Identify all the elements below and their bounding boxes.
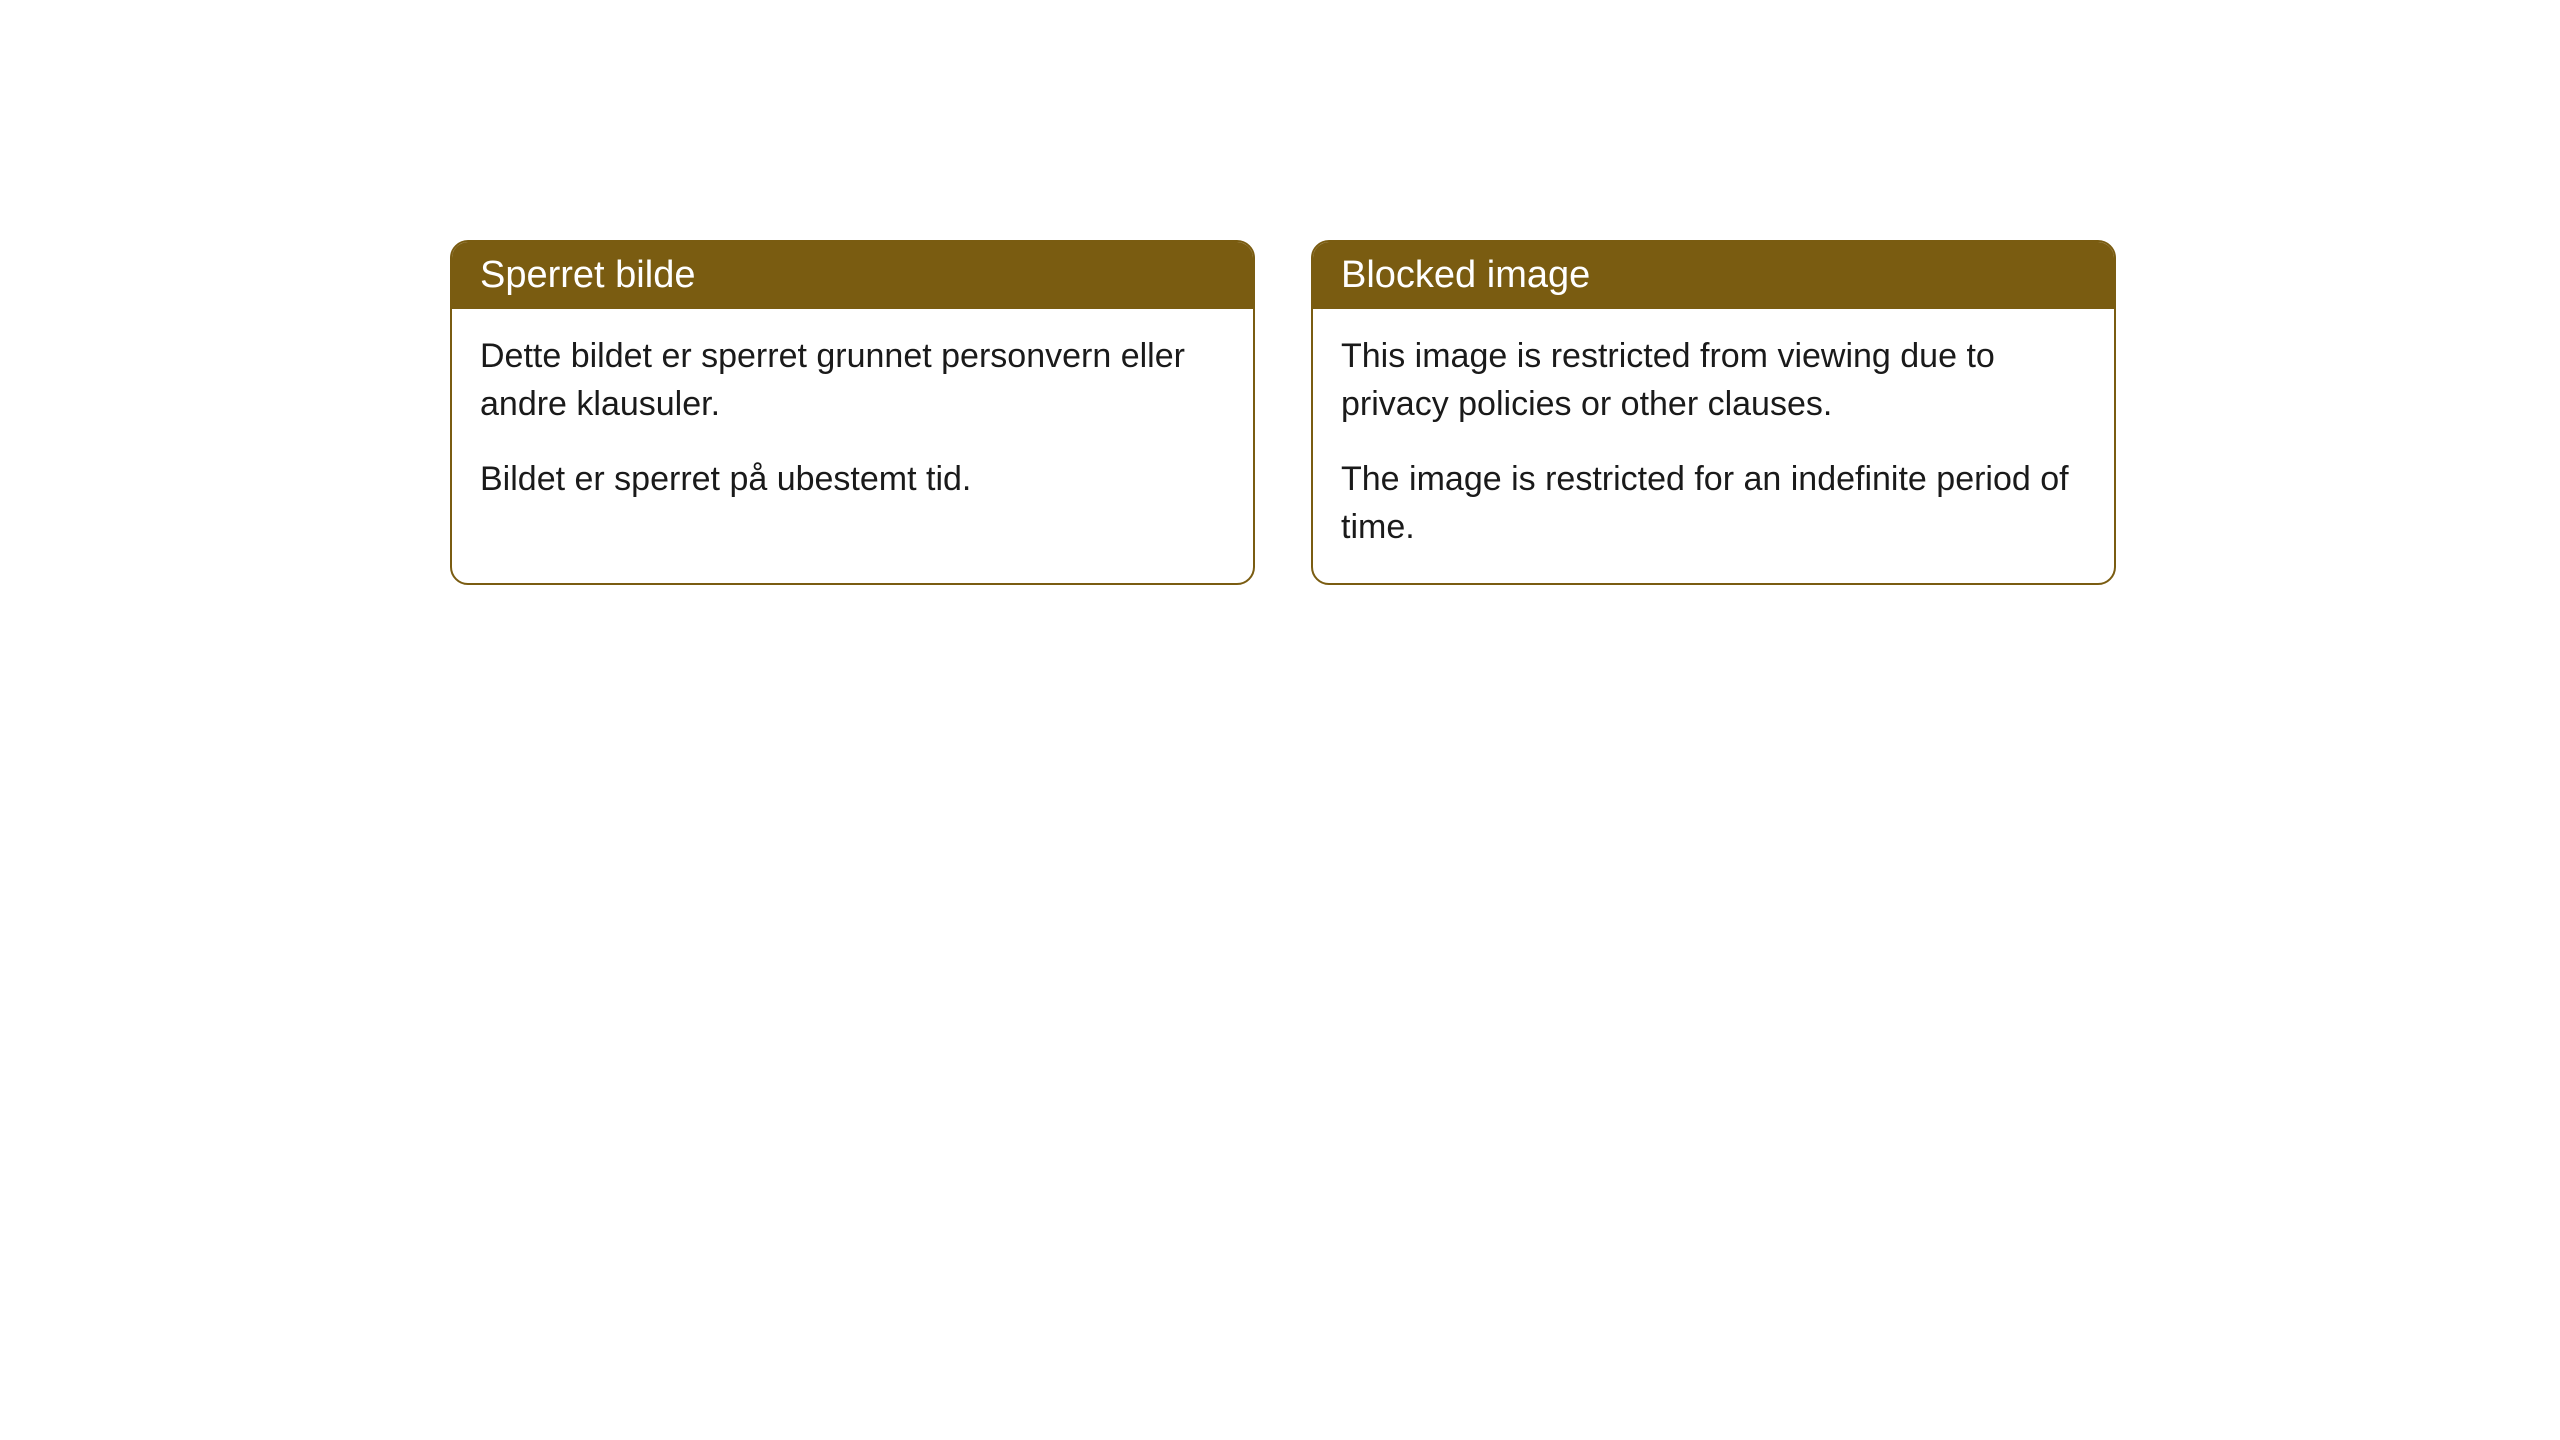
blocked-image-card-norwegian: Sperret bilde Dette bildet er sperret gr… xyxy=(450,240,1255,585)
card-body-english: This image is restricted from viewing du… xyxy=(1313,309,2114,583)
card-title: Sperret bilde xyxy=(480,254,695,296)
card-paragraph-2: Bildet er sperret på ubestemt tid. xyxy=(480,456,1225,504)
card-paragraph-2: The image is restricted for an indefinit… xyxy=(1341,456,2086,551)
card-title: Blocked image xyxy=(1341,254,1590,296)
notice-cards-container: Sperret bilde Dette bildet er sperret gr… xyxy=(450,240,2560,585)
card-header-norwegian: Sperret bilde xyxy=(452,242,1253,309)
card-header-english: Blocked image xyxy=(1313,242,2114,309)
blocked-image-card-english: Blocked image This image is restricted f… xyxy=(1311,240,2116,585)
card-paragraph-1: This image is restricted from viewing du… xyxy=(1341,333,2086,428)
card-body-norwegian: Dette bildet er sperret grunnet personve… xyxy=(452,309,1253,536)
card-paragraph-1: Dette bildet er sperret grunnet personve… xyxy=(480,333,1225,428)
